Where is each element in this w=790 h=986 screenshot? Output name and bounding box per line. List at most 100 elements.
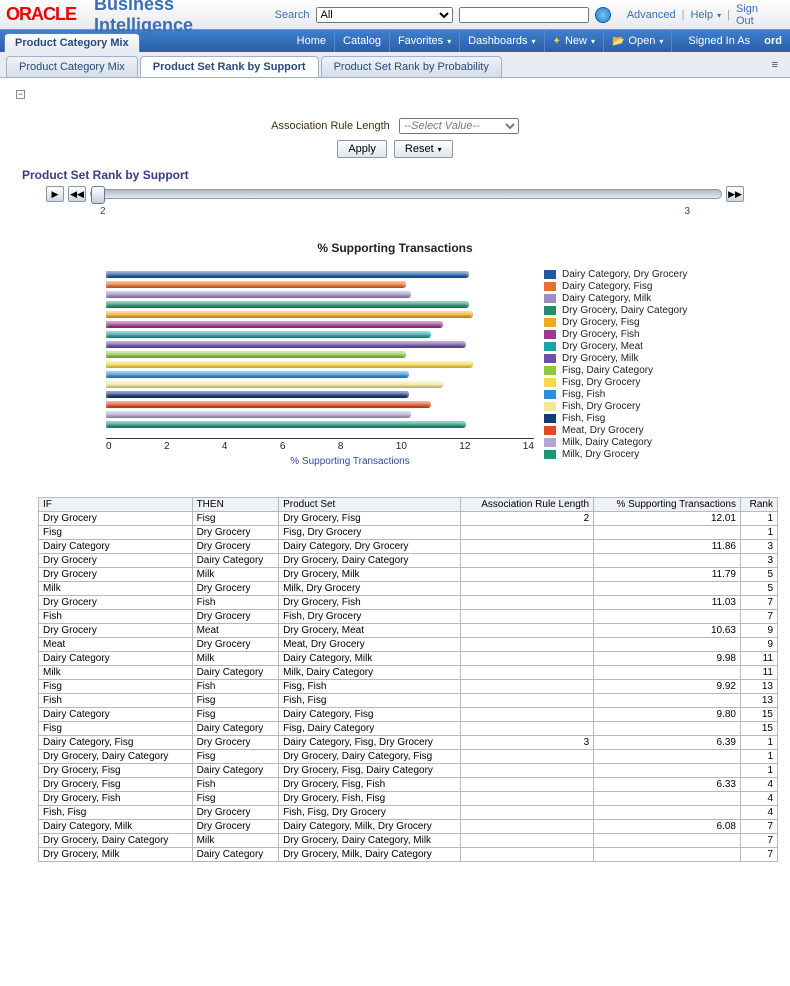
reset-button[interactable]: Reset [394,140,453,158]
chart-title: % Supporting Transactions [16,241,774,255]
table-row: Dairy CategoryFisgDairy Category, Fisg9.… [39,708,778,722]
bar [106,331,431,338]
table-row: Dry Grocery, FishFisgDry Grocery, Fish, … [39,792,778,806]
search-scope-select[interactable]: All [316,7,453,23]
table-row: Dry Grocery, FisgDairy CategoryDry Groce… [39,764,778,778]
slider-min: 2 [100,206,106,217]
help-link[interactable]: Help [690,9,721,21]
slider-track[interactable] [90,189,722,199]
menu-dashboards[interactable]: Dashboards [459,30,543,52]
table-row: Dry GroceryFisgDry Grocery, Fisg212.011 [39,512,778,526]
table-row: Dry GroceryDairy CategoryDry Grocery, Da… [39,554,778,568]
legend-item: Fisg, Fish [544,389,764,400]
menu-open[interactable]: Open [603,30,671,52]
legend-item: Meat, Dry Grocery [544,425,764,436]
table-row: Dry Grocery, MilkDairy CategoryDry Groce… [39,848,778,862]
chart-legend: Dairy Category, Dry GroceryDairy Categor… [534,269,764,467]
table-row: FishDry GroceryFish, Dry Grocery7 [39,610,778,624]
data-table: IFTHENProduct SetAssociation Rule Length… [38,497,778,862]
bar [106,391,409,398]
col-header: THEN [192,498,279,512]
menu-favorites[interactable]: Favorites [389,30,459,52]
bar [106,301,469,308]
top-header: ORACLE Business Intelligence Search All … [0,0,790,30]
menu-new[interactable]: New [544,30,603,52]
slider-play-icon[interactable]: ▶ [46,186,64,202]
legend-item: Milk, Dairy Category [544,437,764,448]
signout-link[interactable]: Sign Out [736,3,778,27]
legend-item: Dairy Category, Fisg [544,281,764,292]
legend-item: Dairy Category, Dry Grocery [544,269,764,280]
slider-max: 3 [684,206,690,217]
col-header: Rank [740,498,777,512]
search-input[interactable] [459,7,589,23]
table-row: MilkDry GroceryMilk, Dry Grocery5 [39,582,778,596]
table-row: FisgDairy CategoryFisg, Dairy Category15 [39,722,778,736]
subtab-1[interactable]: Product Set Rank by Support [140,56,319,77]
bar [106,311,473,318]
assoc-length-select[interactable]: --Select Value-- [399,118,519,134]
bar [106,321,443,328]
legend-item: Dry Grocery, Milk [544,353,764,364]
slider-thumb[interactable] [91,186,105,204]
bar [106,271,469,278]
table-row: MeatDry GroceryMeat, Dry Grocery9 [39,638,778,652]
col-header: Association Rule Length [460,498,594,512]
bar [106,411,411,418]
bar [106,281,406,288]
menu-bar: Product Category Mix Home Catalog Favori… [0,30,790,52]
table-row: Dry Grocery, Dairy CategoryMilkDry Groce… [39,834,778,848]
dashboard-tab[interactable]: Product Category Mix [4,33,140,52]
section-title: Product Set Rank by Support [22,168,774,182]
collapse-icon[interactable]: − [16,90,25,99]
col-header: % Supporting Transactions [594,498,741,512]
col-header: IF [39,498,193,512]
legend-item: Fish, Dry Grocery [544,401,764,412]
legend-item: Dry Grocery, Fisg [544,317,764,328]
table-row: FishFisgFish, Fisg13 [39,694,778,708]
table-row: Dairy CategoryMilkDairy Category, Milk9.… [39,652,778,666]
bar [106,421,466,428]
table-row: MilkDairy CategoryMilk, Dairy Category11 [39,666,778,680]
bar [106,381,443,388]
table-row: Dry GroceryFishDry Grocery, Fish11.037 [39,596,778,610]
legend-item: Milk, Dry Grocery [544,449,764,460]
table-row: Dry Grocery, FisgFishDry Grocery, Fisg, … [39,778,778,792]
apply-button[interactable]: Apply [337,140,387,158]
table-row: Dry GroceryMilkDry Grocery, Milk11.795 [39,568,778,582]
menu-catalog[interactable]: Catalog [334,30,389,52]
x-axis: 02468101214 [106,439,534,452]
legend-item: Dairy Category, Milk [544,293,764,304]
legend-item: Fisg, Dairy Category [544,365,764,376]
table-row: Dairy CategoryDry GroceryDairy Category,… [39,540,778,554]
bar [106,361,473,368]
bar [106,291,411,298]
subtab-2[interactable]: Product Set Rank by Probability [321,56,502,77]
page-options-icon[interactable]: ≡ [766,56,784,77]
table-row: Dry GroceryMeatDry Grocery, Meat10.639 [39,624,778,638]
search-label: Search [275,9,310,21]
slider-forward-icon[interactable]: ▶▶ [726,186,744,202]
slider-rewind-icon[interactable]: ◀◀ [68,186,86,202]
bar [106,341,466,348]
bar-chart [106,269,534,439]
legend-item: Dry Grocery, Meat [544,341,764,352]
legend-item: Fisg, Dry Grocery [544,377,764,388]
oracle-logo: ORACLE [6,4,76,25]
search-go-button[interactable] [595,7,611,23]
assoc-length-label: Association Rule Length [271,120,390,132]
table-row: Dry Grocery, Dairy CategoryFisgDry Groce… [39,750,778,764]
col-header: Product Set [279,498,461,512]
menu-home[interactable]: Home [289,30,334,52]
legend-item: Dry Grocery, Fish [544,329,764,340]
signed-in-as: Signed In As ord [671,30,790,52]
subtab-0[interactable]: Product Category Mix [6,56,138,77]
table-row: Fish, FisgDry GroceryFish, Fisg, Dry Gro… [39,806,778,820]
legend-item: Dry Grocery, Dairy Category [544,305,764,316]
page-tabs: Product Category MixProduct Set Rank by … [0,52,790,78]
table-row: FisgDry GroceryFisg, Dry Grocery1 [39,526,778,540]
advanced-link[interactable]: Advanced [627,9,676,21]
slider: ▶ ◀◀ ▶▶ [16,186,774,202]
bar [106,371,409,378]
table-row: FisgFishFisg, Fish9.9213 [39,680,778,694]
